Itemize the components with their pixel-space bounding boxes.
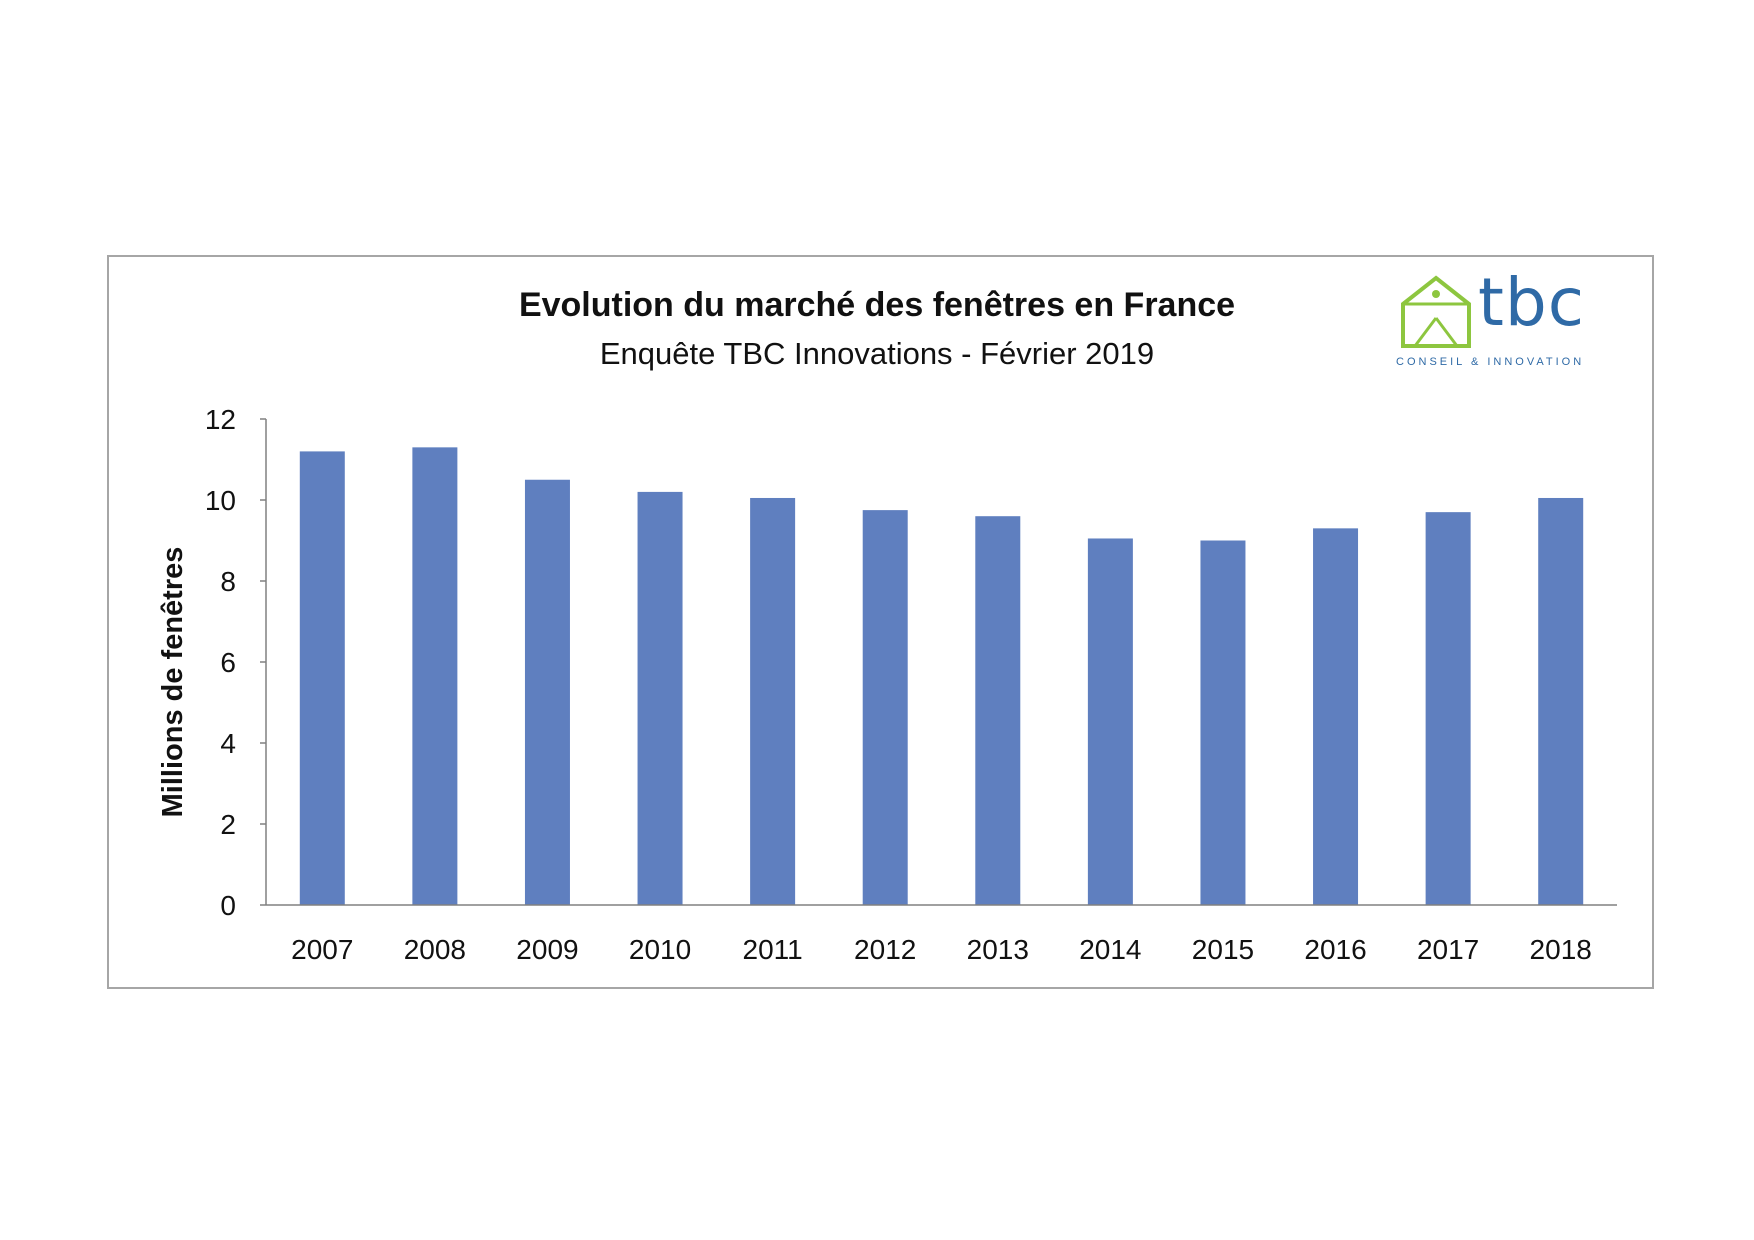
x-tick-label: 2018 <box>1530 934 1592 965</box>
y-tick-label: 2 <box>220 809 236 840</box>
y-tick-label: 0 <box>220 890 236 921</box>
logo-wordmark: tbc <box>1478 264 1586 341</box>
x-tick-label: 2015 <box>1192 934 1254 965</box>
x-tick-label: 2007 <box>291 934 353 965</box>
bar-2008 <box>412 447 458 905</box>
y-axis-label: Millions de fenêtres <box>157 547 189 818</box>
bar-2011 <box>750 497 796 905</box>
bar-2013 <box>975 516 1021 905</box>
chart-title: Evolution du marché des fenêtres en Fran… <box>518 286 1236 324</box>
x-tick-label: 2012 <box>854 934 916 965</box>
y-tick-label: 8 <box>220 566 236 597</box>
logo-tagline: CONSEIL & INNOVATION <box>1396 356 1585 368</box>
y-tick-label: 4 <box>220 728 236 759</box>
y-tick-label: 6 <box>220 647 236 678</box>
x-tick-label: 2008 <box>404 934 466 965</box>
x-tick-label: 2009 <box>516 934 578 965</box>
bar-2015 <box>1200 540 1246 905</box>
x-tick-label: 2016 <box>1304 934 1366 965</box>
bar-2009 <box>524 479 570 905</box>
bar-2018 <box>1538 497 1584 905</box>
tbc-logo: tbc CONSEIL & INNOVATION <box>1395 264 1625 370</box>
chart-subtitle: Enquête TBC Innovations - Février 2019 <box>599 336 1155 371</box>
bar-2014 <box>1087 538 1133 905</box>
x-tick-label: 2011 <box>743 934 803 965</box>
bar-2017 <box>1425 512 1471 905</box>
x-tick-label: 2017 <box>1417 934 1479 965</box>
y-tick-label: 10 <box>205 485 236 516</box>
house-icon <box>1401 275 1471 348</box>
x-tick-label: 2014 <box>1079 934 1141 965</box>
bar-2010 <box>637 491 683 905</box>
x-tick-label: 2013 <box>967 934 1029 965</box>
bar-2007 <box>299 451 345 905</box>
y-tick-label: 12 <box>205 404 236 435</box>
bar-2016 <box>1313 528 1359 905</box>
x-tick-label: 2010 <box>629 934 691 965</box>
bar-2012 <box>862 510 908 905</box>
